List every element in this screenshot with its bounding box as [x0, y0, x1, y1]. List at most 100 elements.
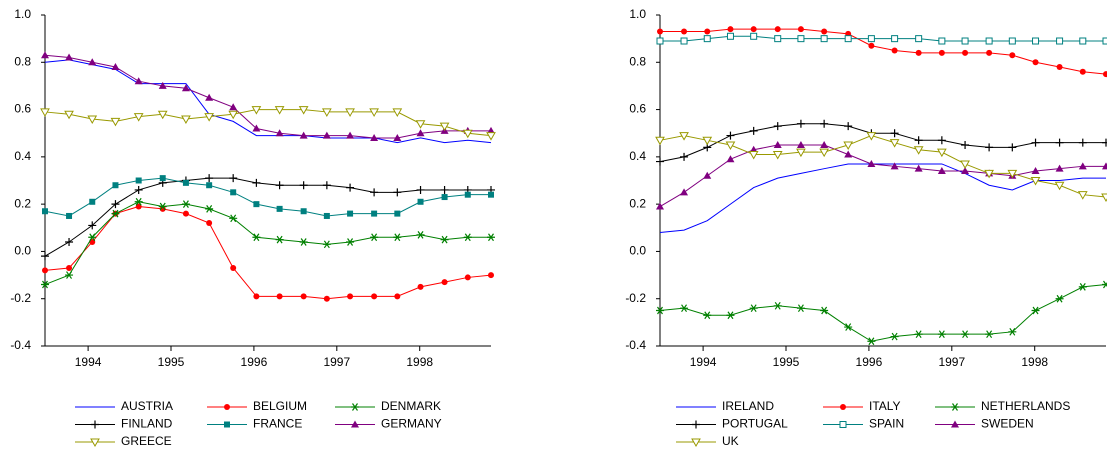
legend-label: BELGIUM: [253, 399, 307, 413]
legend-label: NETHERLANDS: [981, 399, 1070, 413]
data-point: [1079, 37, 1087, 45]
data-point: [656, 157, 664, 166]
data-point: [891, 35, 899, 43]
legend-marker: [691, 438, 701, 448]
data-point: [1008, 143, 1017, 152]
data-point: [229, 174, 238, 183]
series-line: [660, 28, 1107, 75]
data-point: [204, 113, 215, 122]
data-point: [323, 295, 330, 302]
data-point: [1030, 177, 1041, 186]
data-point: [181, 200, 190, 208]
data-point: [135, 203, 142, 210]
legend-marker: [351, 420, 359, 428]
data-point: [985, 37, 993, 45]
legend-label: FINLAND: [121, 417, 173, 431]
data-point: [134, 197, 143, 206]
data-point: [796, 304, 805, 313]
data-point: [463, 233, 472, 242]
data-point: [961, 167, 970, 175]
data-point: [1078, 138, 1087, 147]
legend-label: FRANCE: [253, 417, 302, 431]
x-tick-label: 1994: [690, 355, 717, 369]
data-point: [657, 28, 663, 35]
x-tick-label: 1994: [75, 355, 102, 369]
data-point: [88, 233, 97, 242]
data-point: [797, 26, 804, 33]
data-point: [773, 301, 782, 310]
data-point: [369, 108, 379, 117]
data-point: [111, 200, 120, 209]
y-tick-label: 0.0: [14, 244, 31, 258]
data-point: [937, 167, 946, 175]
data-point: [159, 175, 166, 182]
data-point: [346, 238, 355, 246]
y-tick-label: -0.4: [10, 338, 31, 352]
data-point: [774, 35, 782, 43]
data-point: [464, 191, 471, 198]
data-point: [655, 136, 665, 146]
data-point: [656, 37, 664, 45]
data-point: [394, 293, 401, 300]
data-point: [820, 35, 828, 43]
data-point: [820, 119, 829, 128]
data-point: [866, 132, 877, 141]
data-point: [181, 115, 191, 125]
data-point: [392, 108, 403, 117]
y-tick-label: 0.4: [629, 149, 646, 163]
x-tick-label: 1998: [1021, 355, 1048, 369]
data-point: [1056, 37, 1064, 45]
data-point: [87, 115, 98, 125]
data-point: [681, 28, 688, 35]
data-point: [680, 304, 689, 313]
data-point: [1055, 164, 1064, 172]
y-tick-label: -0.4: [625, 338, 646, 352]
data-point: [890, 332, 899, 341]
data-point: [726, 131, 735, 140]
data-point: [774, 26, 781, 33]
data-point: [984, 169, 994, 179]
legend-label: DENMARK: [381, 399, 441, 413]
series-line: [659, 284, 1107, 342]
data-point: [703, 35, 711, 43]
series-line: [660, 35, 1106, 42]
series-line: [44, 59, 492, 144]
data-point: [275, 235, 284, 244]
data-point: [440, 185, 449, 194]
data-point: [251, 106, 262, 115]
legend-marker: [224, 421, 230, 428]
data-point: [205, 174, 214, 183]
data-point: [42, 208, 48, 215]
data-point: [370, 188, 379, 197]
x-tick-label: 1995: [773, 355, 800, 369]
data-point: [1008, 37, 1016, 45]
data-point: [439, 122, 450, 132]
data-point: [915, 49, 922, 56]
data-point: [134, 185, 143, 194]
data-point: [656, 202, 664, 210]
data-point: [393, 233, 402, 242]
legend-marker: [951, 403, 959, 411]
y-tick-label: -0.2: [10, 291, 31, 305]
data-point: [726, 155, 735, 163]
x-tick-label: 1996: [241, 355, 268, 369]
data-point: [415, 120, 426, 129]
y-tick-label: 0.4: [14, 149, 31, 163]
x-tick-label: 1995: [158, 355, 185, 369]
data-point: [462, 129, 473, 139]
data-point: [66, 264, 73, 271]
series-line: [44, 109, 492, 137]
data-point: [322, 131, 331, 139]
data-point: [844, 150, 853, 158]
data-point: [299, 131, 308, 139]
data-point: [299, 238, 308, 246]
data-point: [300, 208, 307, 215]
data-point: [253, 201, 260, 208]
data-point: [1032, 37, 1040, 45]
data-point: [725, 141, 736, 151]
data-point: [704, 28, 711, 35]
x-tick-label: 1998: [406, 355, 433, 369]
data-point: [486, 132, 496, 141]
data-point: [300, 293, 307, 300]
